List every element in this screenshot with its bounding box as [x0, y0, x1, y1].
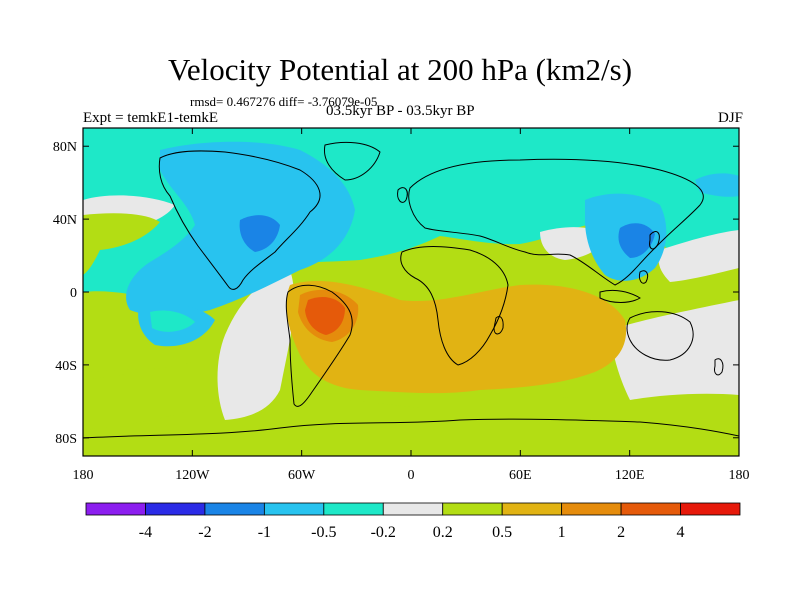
colorbar-label: 0.2 — [433, 524, 453, 541]
field-blue-bering — [695, 173, 739, 197]
coast-north-america — [158, 150, 321, 290]
field-grey-patch-australia — [610, 300, 739, 400]
colorbar: -4 -2 -1 -0.5 -0.2 0.2 0.5 1 2 4 — [85, 502, 741, 541]
colorbar-swatch — [263, 502, 325, 516]
colorbar-swatch — [442, 502, 503, 516]
lon-tick-label: 180 — [729, 468, 750, 483]
field-green-patch-north-pacific — [83, 213, 160, 275]
coast-uk — [397, 187, 408, 203]
coast-philippines — [639, 270, 649, 284]
colorbar-swatch — [680, 502, 741, 516]
coast-new-zealand — [714, 358, 724, 376]
season-label: DJF — [717, 110, 743, 126]
coast-australia — [626, 311, 694, 361]
coast-antarctica — [83, 418, 739, 439]
coastlines — [83, 141, 739, 439]
colorbar-swatch — [382, 502, 444, 516]
colorbar-label: -0.5 — [311, 524, 336, 541]
colorbar-swatch — [85, 502, 146, 516]
coast-africa — [400, 246, 509, 366]
coast-eurasia — [408, 158, 704, 286]
lon-tick-label: 120E — [615, 468, 645, 483]
lat-tick-label: 40S — [55, 359, 77, 374]
lat-tick-label: 80S — [55, 432, 77, 447]
lon-tick-label: 0 — [408, 468, 415, 483]
field-midblue-east-asia — [618, 223, 655, 258]
colorbar-swatch — [145, 502, 206, 516]
colorbar-label: 0.5 — [492, 524, 512, 541]
colorbar-label: 2 — [617, 524, 625, 541]
coast-indonesia — [599, 289, 641, 303]
colorbar-swatch — [204, 502, 265, 516]
plot-title: Velocity Potential at 200 hPa (km2/s) — [167, 52, 633, 87]
contour-field — [83, 128, 739, 456]
colorbar-label: -1 — [258, 524, 271, 541]
coast-south-america — [285, 284, 353, 407]
field-grey-patch-pacific-east — [217, 270, 295, 420]
field-midblue-north-america — [239, 215, 280, 252]
lon-tick-label: 60W — [288, 468, 316, 483]
coast-greenland — [323, 141, 381, 181]
field-cyan-east-pacific-core — [150, 310, 195, 332]
colorbar-swatch — [620, 502, 681, 516]
rmsd-diff-stats: rmsd= 0.467276 diff= -3.76079e-05 — [190, 94, 378, 109]
field-green-patch-west-pacific — [700, 274, 739, 301]
lon-tick-label: 120W — [175, 468, 210, 483]
period-label: 03.5kyr BP - 03.5kyr BP — [326, 103, 475, 119]
latitude-axis: 80N 40N 0 40S 80S — [53, 140, 739, 447]
colorbar-label: -2 — [198, 524, 211, 541]
lon-tick-label: 60E — [509, 468, 532, 483]
field-darkorange-amazon — [305, 296, 345, 335]
lon-tick-label: 180 — [73, 468, 94, 483]
experiment-label: Expt = temkE1-temkE — [83, 110, 219, 126]
longitude-axis: 180 120W 60W 0 60E 120E 180 — [73, 128, 750, 483]
lat-tick-label: 80N — [53, 140, 77, 155]
colorbar-swatch — [323, 502, 384, 516]
field-sw-yellow-green — [83, 340, 262, 430]
coast-japan — [649, 231, 660, 250]
colorbar-label: 1 — [558, 524, 566, 541]
field-grey-patch-west-pacific — [658, 230, 739, 282]
lat-tick-label: 40N — [53, 213, 77, 228]
colorbar-swatch — [501, 502, 563, 516]
colorbar-swatch — [561, 502, 622, 516]
field-gold-south-atlantic — [286, 280, 627, 394]
colorbar-label: 4 — [677, 524, 685, 541]
coast-madagascar — [493, 315, 504, 335]
lat-tick-label: 0 — [70, 286, 77, 301]
colorbar-label: -4 — [139, 524, 152, 541]
colorbar-label: -0.2 — [371, 524, 396, 541]
